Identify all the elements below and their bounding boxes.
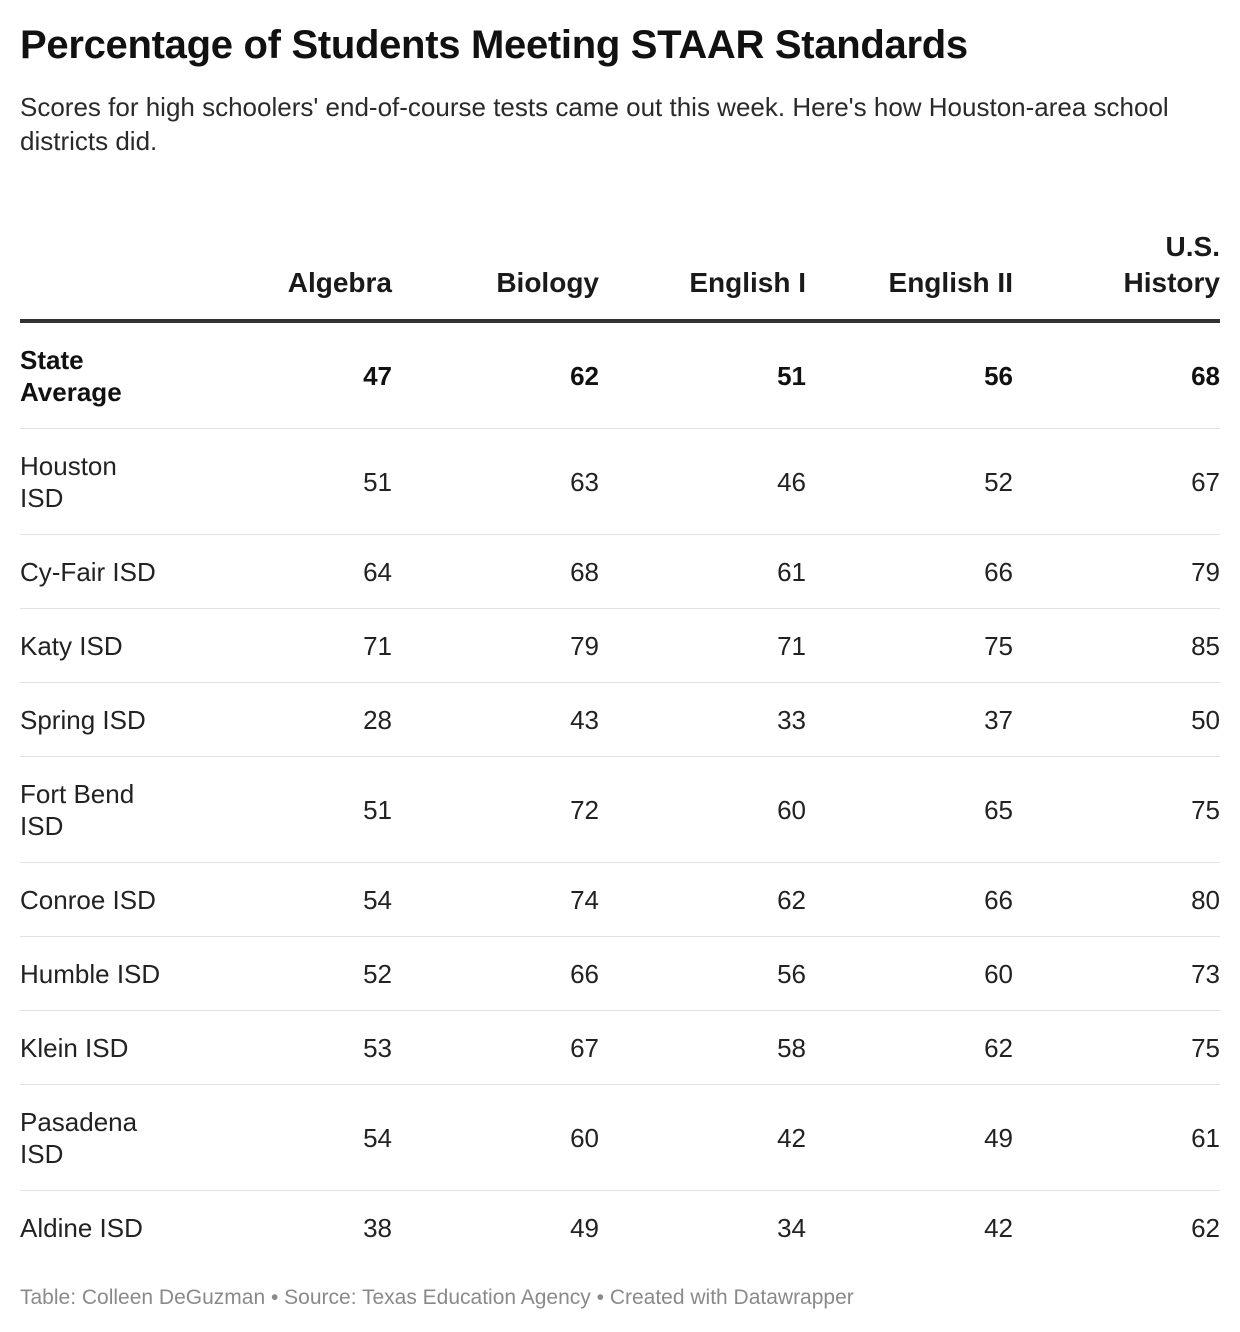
table-cell: 62 — [1191, 1212, 1220, 1243]
column-header-label: English I — [689, 267, 806, 298]
table-cell: 64 — [185, 534, 392, 609]
table-body: State Average 47 62 51 56 68 Houston ISD 51 63 46… — [20, 321, 1220, 1264]
table-row: Conroe ISD 54 74 62 66 80 — [20, 862, 1220, 937]
column-header: English II — [806, 205, 1013, 323]
chart-title: Percentage of Students Meeting STAAR Sta… — [20, 23, 968, 67]
table-cell: 67 — [392, 1010, 599, 1085]
table-cell: 42 — [984, 1212, 1013, 1243]
column-header-empty — [20, 205, 185, 323]
table-cell: 61 — [1013, 1084, 1220, 1191]
table-cell: 62 — [599, 862, 806, 937]
table-row: Klein ISD 53 67 58 62 75 — [20, 1010, 1220, 1085]
table-cell: 68 — [392, 534, 599, 609]
row-label: Houston ISD — [20, 428, 185, 535]
column-header: English I — [599, 205, 806, 323]
row-label: Pasadena ISD — [20, 1084, 185, 1191]
table-row: Cy-Fair ISD 64 68 61 66 79 — [20, 534, 1220, 609]
column-header-label: Biology — [496, 267, 599, 298]
table-cell: 58 — [599, 1010, 806, 1085]
table-cell: 71 — [185, 608, 392, 683]
table-cell: 52 — [185, 936, 392, 1011]
column-header-label: U.S. History — [1123, 231, 1220, 298]
table-cell: 33 — [599, 682, 806, 757]
table-cell: 66 — [806, 862, 1013, 937]
table-row: Spring ISD 28 43 33 37 50 — [20, 682, 1220, 757]
chart-subtitle: Scores for high schoolers' end-of-course… — [20, 92, 1169, 156]
table-cell: 62 — [392, 321, 599, 429]
table-cell: 75 — [1013, 1010, 1220, 1085]
table-cell: 62 — [806, 1010, 1013, 1085]
table-cell: 60 — [392, 1084, 599, 1191]
table-cell: 49 — [806, 1084, 1013, 1191]
table-cell: 72 — [392, 756, 599, 863]
row-label: Spring ISD — [20, 682, 185, 757]
table-cell: 68 — [1013, 321, 1220, 429]
table-cell: 53 — [185, 1010, 392, 1085]
table-cell: 52 — [806, 428, 1013, 535]
table-cell: 28 — [185, 682, 392, 757]
table-cell: 66 — [806, 534, 1013, 609]
table-cell: 63 — [392, 428, 599, 535]
row-label: Katy ISD — [20, 608, 185, 683]
table-cell: 50 — [1013, 682, 1220, 757]
row-label: Klein ISD — [20, 1010, 185, 1085]
table-row: Katy ISD 71 79 71 75 85 — [20, 608, 1220, 683]
row-label: State Average — [20, 321, 185, 429]
table-cell: 80 — [1013, 862, 1220, 937]
table-cell: 42 — [599, 1084, 806, 1191]
table-row: Aldine ISD 38 49 34 42 62 — [20, 1191, 1220, 1265]
table-row: Humble ISD 52 66 56 60 73 — [20, 936, 1220, 1011]
table-cell: 65 — [806, 756, 1013, 863]
table-cell: 60 — [806, 936, 1013, 1011]
data-table: Algebra Biology English I English II U.S. Hi… — [20, 205, 1220, 1264]
row-label: Fort Bend ISD — [20, 756, 185, 863]
table-cell: 73 — [1013, 936, 1220, 1011]
table-cell: 61 — [599, 534, 806, 609]
table-cell: 85 — [1013, 608, 1220, 683]
table-cell: 34 — [777, 1212, 806, 1243]
table-cell: 38 — [363, 1212, 392, 1243]
table-cell: 75 — [806, 608, 1013, 683]
table-cell: 37 — [806, 682, 1013, 757]
table-cell: 49 — [570, 1212, 599, 1243]
column-header-label: Algebra — [287, 267, 392, 298]
row-label: Cy-Fair ISD — [20, 534, 185, 609]
table-cell: 51 — [185, 756, 392, 863]
column-header: Biology — [392, 205, 599, 323]
table-cell: 43 — [392, 682, 599, 757]
table-cell: 54 — [185, 1084, 392, 1191]
table-cell: 60 — [599, 756, 806, 863]
row-label: Conroe ISD — [20, 862, 185, 937]
row-label: Humble ISD — [20, 936, 185, 1011]
table-cell: 74 — [392, 862, 599, 937]
column-header: U.S. History — [1013, 205, 1220, 323]
row-label: Aldine ISD — [20, 1212, 143, 1243]
table-cell: 51 — [599, 321, 806, 429]
table-cell: 47 — [185, 321, 392, 429]
table-cell: 51 — [185, 428, 392, 535]
chart-footer: Table: Colleen DeGuzman • Source: Texas … — [20, 1286, 854, 1309]
table-cell: 71 — [599, 608, 806, 683]
table-cell: 46 — [599, 428, 806, 535]
table-row: Fort Bend ISD 51 72 60 65 75 — [20, 756, 1220, 863]
column-header: Algebra — [185, 205, 392, 323]
table-row: Pasadena ISD 54 60 42 49 61 — [20, 1084, 1220, 1191]
column-header-label: English II — [888, 267, 1013, 298]
table-cell: 66 — [392, 936, 599, 1011]
table-row: State Average 47 62 51 56 68 — [20, 321, 1220, 429]
table-cell: 56 — [806, 321, 1013, 429]
table-header-row: Algebra Biology English I English II U.S. Hi… — [20, 205, 1220, 323]
table-cell: 79 — [1013, 534, 1220, 609]
table-row: Houston ISD 51 63 46 52 67 — [20, 428, 1220, 535]
table-cell: 56 — [599, 936, 806, 1011]
table-cell: 67 — [1013, 428, 1220, 535]
table-cell: 54 — [185, 862, 392, 937]
table-cell: 79 — [392, 608, 599, 683]
table-cell: 75 — [1013, 756, 1220, 863]
